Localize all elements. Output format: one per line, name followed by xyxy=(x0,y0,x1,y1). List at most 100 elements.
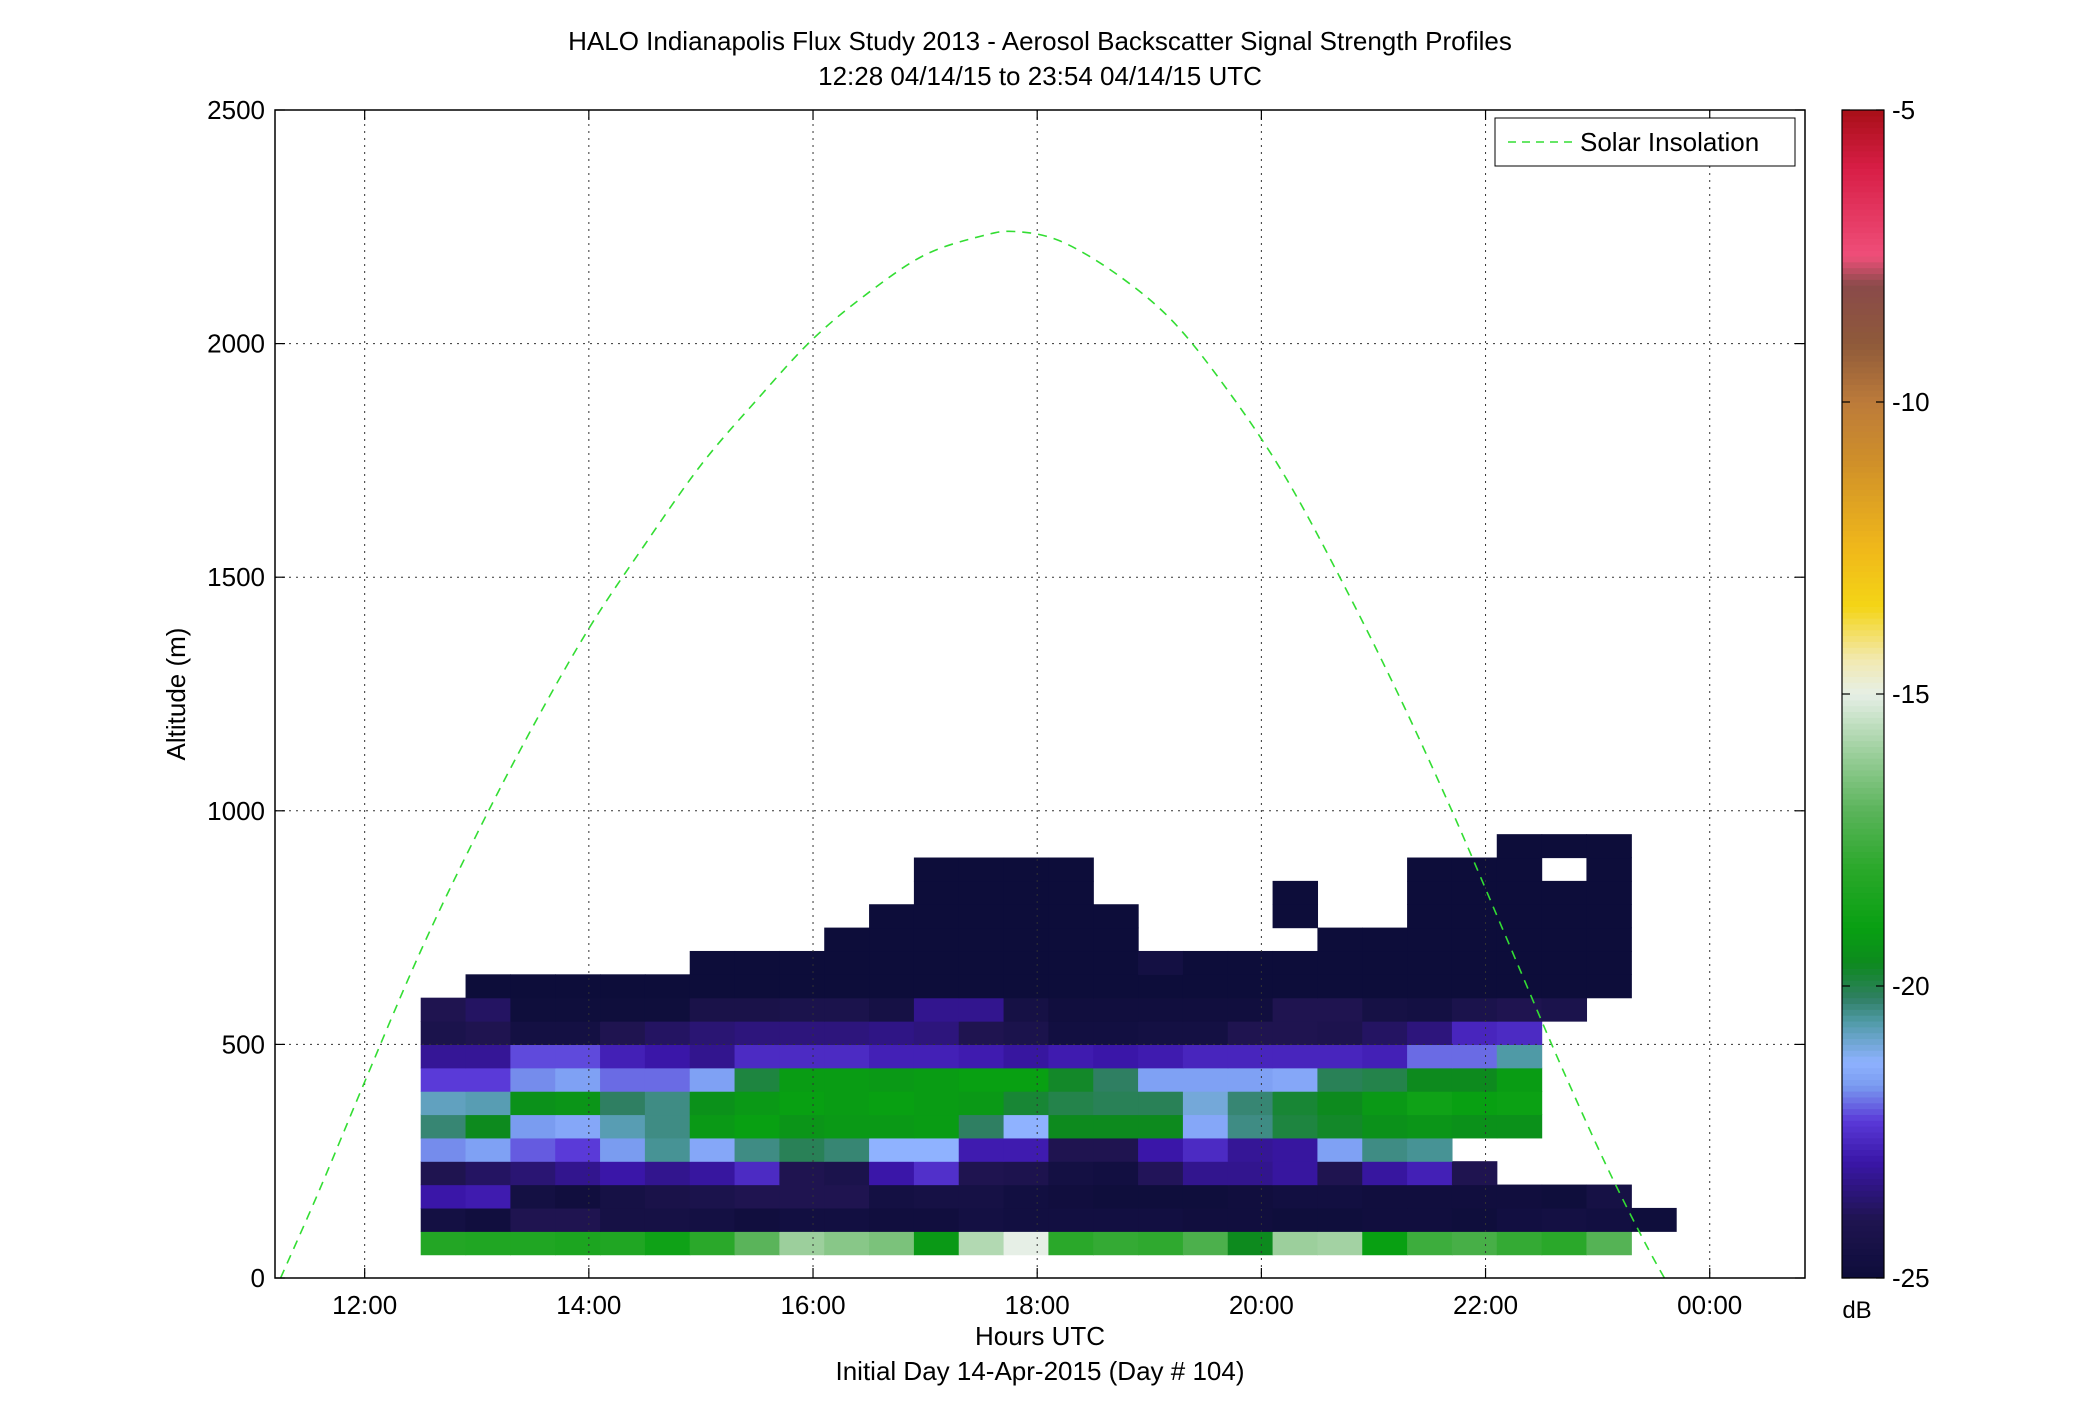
heatmap-cell xyxy=(1496,880,1543,905)
heatmap-cell xyxy=(824,1091,870,1116)
heatmap-cell xyxy=(420,1114,467,1139)
heatmap-cell xyxy=(1048,1137,1094,1162)
heatmap-cell xyxy=(1182,1021,1229,1045)
heatmap-cell xyxy=(600,1044,646,1069)
heatmap-cell xyxy=(1093,1114,1139,1139)
colorbar-segment xyxy=(1842,396,1884,403)
heatmap xyxy=(420,834,1677,1256)
colorbar-segment xyxy=(1842,250,1884,257)
colorbar-segment xyxy=(1842,1073,1884,1080)
heatmap-cell xyxy=(420,1091,467,1116)
heatmap-cell xyxy=(1182,1207,1229,1232)
heatmap-cell xyxy=(1093,974,1139,999)
colorbar-segment xyxy=(1842,1231,1884,1238)
colorbar-segment xyxy=(1842,1213,1884,1221)
heatmap-cell xyxy=(1138,1021,1184,1045)
colorbar-segment xyxy=(1842,1178,1884,1186)
colorbar-segment xyxy=(1842,688,1884,695)
heatmap-cell xyxy=(734,1137,780,1162)
heatmap-cell xyxy=(1138,1184,1184,1209)
colorbar-segment xyxy=(1842,910,1884,917)
heatmap-cell xyxy=(958,1091,1005,1116)
colorbar-segment xyxy=(1842,1003,1884,1010)
colorbar-segment xyxy=(1842,758,1884,765)
heatmap-cell xyxy=(1272,1137,1319,1162)
heatmap-cell xyxy=(510,1207,556,1232)
colorbar-segment xyxy=(1842,845,1884,853)
colorbar-segment xyxy=(1842,1248,1884,1256)
heatmap-cell xyxy=(1003,857,1050,882)
heatmap-cell xyxy=(1182,1091,1229,1116)
heatmap-cell xyxy=(1362,1067,1408,1092)
colorbar-segment xyxy=(1842,261,1884,269)
colorbar-segment xyxy=(1842,571,1884,578)
heatmap-cell xyxy=(1362,1091,1408,1116)
colorbar-segment xyxy=(1842,110,1884,117)
colorbar-segment xyxy=(1842,1190,1884,1197)
heatmap-cell xyxy=(1138,1067,1184,1092)
series-line-solar-insolation xyxy=(279,230,1666,1278)
colorbar-segment xyxy=(1842,448,1884,456)
heatmap-cell xyxy=(1003,1231,1050,1256)
heatmap-cell xyxy=(913,1021,960,1045)
colorbar-segment xyxy=(1842,133,1884,140)
colorbar-segment xyxy=(1842,612,1884,619)
heatmap-cell xyxy=(1182,1067,1229,1092)
heatmap-cell xyxy=(779,1184,825,1209)
colorbar-segment xyxy=(1842,810,1884,818)
heatmap-cell xyxy=(1362,974,1408,999)
colorbar-segment xyxy=(1842,402,1884,409)
heatmap-cell xyxy=(734,1231,780,1256)
colorbar-segment xyxy=(1842,127,1884,134)
heatmap-cell xyxy=(1362,927,1408,952)
heatmap-cell xyxy=(1496,1021,1543,1045)
heatmap-cell xyxy=(510,1137,556,1162)
heatmap-cell xyxy=(600,1091,646,1116)
colorbar-segment xyxy=(1842,875,1884,882)
colorbar-segment xyxy=(1842,442,1884,450)
heatmap-cell xyxy=(510,974,556,999)
heatmap-cell xyxy=(1048,857,1094,882)
heatmap-cell xyxy=(1362,1184,1408,1209)
colorbar-segment xyxy=(1842,285,1884,292)
heatmap-cell xyxy=(689,997,736,1022)
colorbar-segment xyxy=(1842,676,1884,683)
colorbar-segment xyxy=(1842,950,1884,958)
heatmap-cell xyxy=(779,1114,825,1139)
heatmap-cell xyxy=(420,1137,467,1162)
colorbar-segment xyxy=(1842,349,1884,356)
heatmap-cell xyxy=(869,1137,915,1162)
colorbar-segment xyxy=(1842,828,1884,835)
colorbar-segment xyxy=(1842,1225,1884,1232)
colorbar-segment xyxy=(1842,308,1884,315)
colorbar-segment xyxy=(1842,150,1884,158)
colorbar-segment xyxy=(1842,1132,1884,1139)
heatmap-cell xyxy=(1407,1067,1453,1092)
heatmap-cell xyxy=(644,997,691,1022)
heatmap-cell xyxy=(1541,927,1588,952)
heatmap-cell xyxy=(1317,1137,1363,1162)
heatmap-cell xyxy=(1451,997,1498,1022)
heatmap-cell xyxy=(1631,1207,1677,1232)
heatmap-cell xyxy=(1227,1231,1274,1256)
colorbar-segment xyxy=(1842,822,1884,829)
heatmap-cell xyxy=(869,927,915,952)
x-tick-label: 12:00 xyxy=(332,1290,397,1320)
heatmap-cell xyxy=(958,927,1005,952)
heatmap-cell xyxy=(1182,1184,1229,1209)
heatmap-cell xyxy=(824,1114,870,1139)
heatmap-cell xyxy=(1496,1091,1543,1116)
colorbar-segment xyxy=(1842,472,1884,479)
heatmap-cell xyxy=(913,974,960,999)
colorbar-segment xyxy=(1842,232,1884,239)
colorbar-segment xyxy=(1842,629,1884,637)
heatmap-cell xyxy=(1496,997,1543,1022)
colorbar-segment xyxy=(1842,378,1884,385)
heatmap-cell xyxy=(734,997,780,1022)
heatmap-cell xyxy=(1362,1137,1408,1162)
heatmap-cell xyxy=(1227,1021,1274,1045)
colorbar-segment xyxy=(1842,956,1884,964)
heatmap-cell xyxy=(689,1137,736,1162)
colorbar-segment xyxy=(1842,658,1884,666)
colorbar-segment xyxy=(1842,1126,1884,1133)
